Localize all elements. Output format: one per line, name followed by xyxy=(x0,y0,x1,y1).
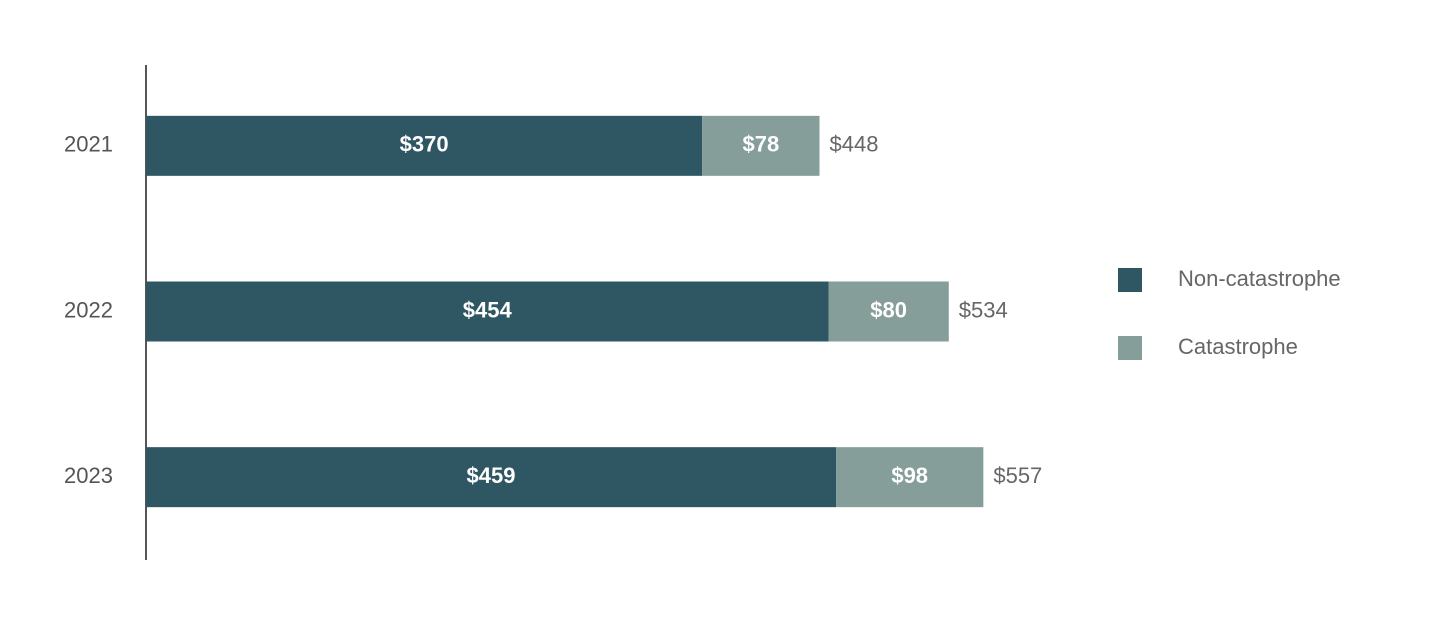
legend-label: Catastrophe xyxy=(1178,334,1298,359)
bar-segment xyxy=(146,115,703,176)
y-tick-label: 2021 xyxy=(64,132,113,157)
value-label: $459 xyxy=(467,463,516,488)
y-tick-label: 2023 xyxy=(64,463,113,488)
total-label: $557 xyxy=(993,463,1042,488)
bar-segment xyxy=(828,281,949,342)
value-label: $78 xyxy=(743,132,780,157)
value-label: $98 xyxy=(891,463,928,488)
legend-label: Non-catastrophe xyxy=(1178,266,1341,291)
legend-swatch xyxy=(1118,336,1142,360)
bar-segment xyxy=(146,281,829,342)
legend-swatch xyxy=(1118,268,1142,292)
total-label: $534 xyxy=(959,297,1008,322)
value-label: $80 xyxy=(870,297,907,322)
value-label: $370 xyxy=(400,132,449,157)
bar-segment xyxy=(836,447,984,508)
y-tick-label: 2022 xyxy=(64,297,113,322)
bar-segment xyxy=(702,115,820,176)
total-label: $448 xyxy=(829,132,878,157)
bar-segment xyxy=(146,447,837,508)
value-label: $454 xyxy=(463,297,513,322)
